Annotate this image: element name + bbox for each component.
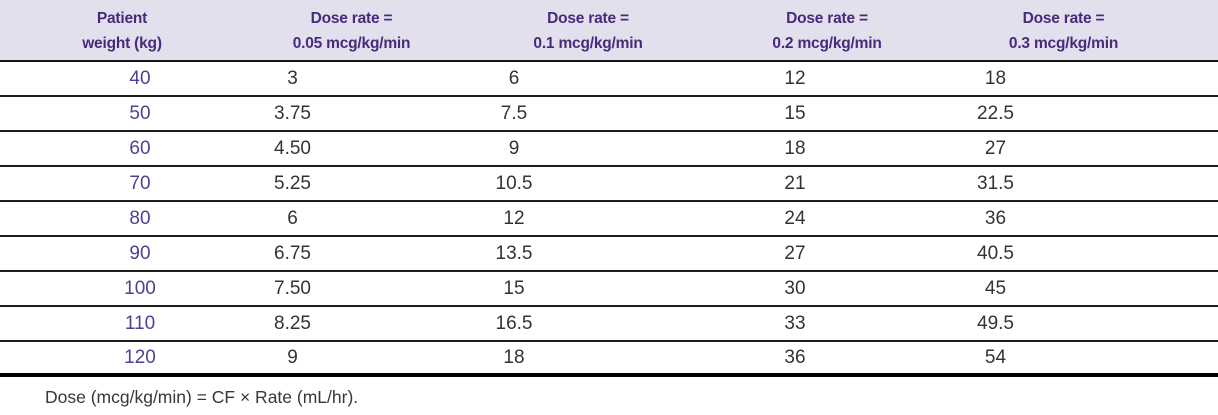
header-line: 0.1 mcg/kg/min bbox=[533, 35, 643, 52]
header-row: Patient weight (kg) Dose rate = 0.05 mcg… bbox=[0, 0, 1218, 62]
table-header: Patient weight (kg) Dose rate = 0.05 mcg… bbox=[0, 0, 1218, 62]
header-line: 0.3 mcg/kg/min bbox=[1008, 35, 1119, 52]
weight-cell: 110 bbox=[0, 306, 244, 342]
dose-cell: 18 bbox=[731, 131, 975, 167]
weight-cell: 50 bbox=[0, 96, 244, 132]
header-cell-dose-rate-02: Dose rate = 0.2 mcg/kg/min bbox=[731, 0, 975, 62]
header-cell-patient-weight: Patient weight (kg) bbox=[0, 0, 244, 62]
dose-cell: 16.5 bbox=[487, 306, 731, 342]
dose-cell: 6 bbox=[244, 201, 487, 237]
dose-cell: 27 bbox=[975, 131, 1218, 167]
weight-cell: 80 bbox=[0, 201, 244, 237]
weight-cell: 70 bbox=[0, 166, 244, 202]
table-row: 120 9 18 36 54 bbox=[0, 341, 1218, 377]
dose-cell: 7.50 bbox=[244, 271, 487, 307]
table-row: 40 3 6 12 18 bbox=[0, 61, 1218, 97]
weight-cell: 40 bbox=[0, 61, 244, 97]
dose-cell: 15 bbox=[731, 96, 975, 132]
dose-cell: 3 bbox=[244, 61, 487, 97]
dose-cell: 27 bbox=[731, 236, 975, 272]
header-line: Dose rate = bbox=[547, 10, 629, 27]
dose-cell: 24 bbox=[731, 201, 975, 237]
dose-cell: 8.25 bbox=[244, 306, 487, 342]
table-footnote: Dose (mcg/kg/min) = CF × Rate (mL/hr). bbox=[0, 377, 1218, 408]
table-row: 50 3.75 7.5 15 22.5 bbox=[0, 96, 1218, 132]
header-cell-dose-rate-03: Dose rate = 0.3 mcg/kg/min bbox=[975, 0, 1218, 62]
weight-cell: 90 bbox=[0, 236, 244, 272]
dose-cell: 3.75 bbox=[244, 96, 487, 132]
table-row: 110 8.25 16.5 33 49.5 bbox=[0, 306, 1218, 342]
dose-cell: 33 bbox=[731, 306, 975, 342]
dose-cell: 12 bbox=[487, 201, 731, 237]
dosing-table: Patient weight (kg) Dose rate = 0.05 mcg… bbox=[0, 0, 1218, 377]
dose-cell: 40.5 bbox=[975, 236, 1218, 272]
header-cell-dose-rate-01: Dose rate = 0.1 mcg/kg/min bbox=[487, 0, 731, 62]
header-line: Dose rate = bbox=[310, 10, 393, 27]
table-row: 100 7.50 15 30 45 bbox=[0, 271, 1218, 307]
dose-cell: 13.5 bbox=[487, 236, 731, 272]
header-line: Dose rate = bbox=[786, 10, 868, 27]
dose-cell: 10.5 bbox=[487, 166, 731, 202]
dose-cell: 30 bbox=[731, 271, 975, 307]
table-row: 60 4.50 9 18 27 bbox=[0, 131, 1218, 167]
dose-cell: 21 bbox=[731, 166, 975, 202]
weight-cell: 120 bbox=[0, 341, 244, 377]
dose-cell: 31.5 bbox=[975, 166, 1218, 202]
header-line: 0.05 mcg/kg/min bbox=[292, 35, 411, 52]
dose-cell: 9 bbox=[244, 341, 487, 377]
dose-cell: 22.5 bbox=[975, 96, 1218, 132]
dose-cell: 6.75 bbox=[244, 236, 487, 272]
dose-cell: 9 bbox=[487, 131, 731, 167]
table-row: 70 5.25 10.5 21 31.5 bbox=[0, 166, 1218, 202]
dose-cell: 15 bbox=[487, 271, 731, 307]
header-line: Patient bbox=[96, 10, 148, 27]
header-cell-dose-rate-005: Dose rate = 0.05 mcg/kg/min bbox=[244, 0, 487, 62]
header-line: Dose rate = bbox=[1022, 10, 1105, 27]
dose-cell: 18 bbox=[975, 61, 1218, 97]
dose-cell: 5.25 bbox=[244, 166, 487, 202]
dose-cell: 7.5 bbox=[487, 96, 731, 132]
header-line: 0.2 mcg/kg/min bbox=[772, 35, 882, 52]
dose-cell: 45 bbox=[975, 271, 1218, 307]
weight-cell: 100 bbox=[0, 271, 244, 307]
weight-cell: 60 bbox=[0, 131, 244, 167]
dose-cell: 49.5 bbox=[975, 306, 1218, 342]
dose-cell: 36 bbox=[731, 341, 975, 377]
table-body: 40 3 6 12 18 50 3.75 7.5 15 22.5 60 4.50… bbox=[0, 61, 1218, 377]
header-line: weight (kg) bbox=[82, 35, 162, 52]
table-row: 90 6.75 13.5 27 40.5 bbox=[0, 236, 1218, 272]
dose-cell: 54 bbox=[975, 341, 1218, 377]
dose-cell: 6 bbox=[487, 61, 731, 97]
dose-cell: 12 bbox=[731, 61, 975, 97]
table-row: 80 6 12 24 36 bbox=[0, 201, 1218, 237]
dose-cell: 36 bbox=[975, 201, 1218, 237]
dose-cell: 4.50 bbox=[244, 131, 487, 167]
dose-cell: 18 bbox=[487, 341, 731, 377]
